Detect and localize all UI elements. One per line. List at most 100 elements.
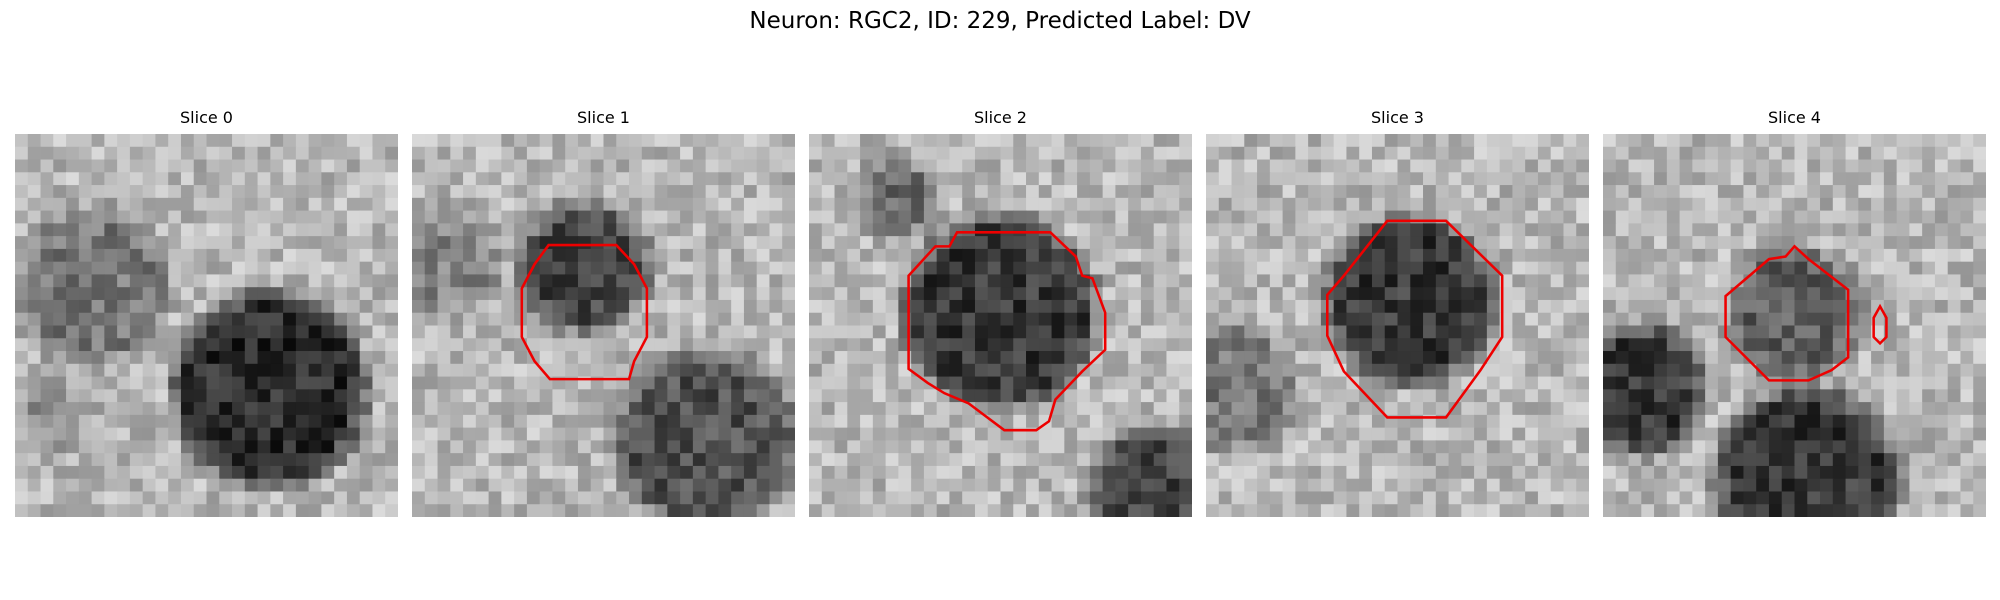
pixel	[1115, 453, 1129, 467]
pixel	[206, 274, 220, 288]
pixel	[1384, 274, 1399, 288]
pixel	[1231, 427, 1245, 442]
pixel	[334, 312, 348, 327]
pixel	[334, 261, 348, 276]
pixel	[1000, 389, 1014, 403]
pixel	[1756, 261, 1770, 276]
pixel	[756, 134, 771, 148]
pixel	[1654, 210, 1668, 225]
pixel	[1231, 504, 1245, 517]
pixel	[53, 402, 67, 416]
pixel	[53, 223, 67, 237]
pixel	[1000, 504, 1014, 517]
pixel	[1679, 402, 1694, 416]
pixel	[1679, 376, 1694, 390]
pixel	[206, 172, 220, 186]
pixel	[987, 299, 1002, 314]
pixel	[1909, 172, 1923, 186]
pixel	[1166, 504, 1180, 517]
pixel	[962, 236, 976, 250]
pixel	[692, 440, 707, 454]
pixel	[1781, 414, 1796, 429]
pixel	[1603, 274, 1617, 288]
pixel	[1295, 440, 1309, 454]
pixel	[155, 236, 169, 250]
pixel	[463, 248, 477, 263]
pixel	[731, 274, 745, 288]
pixel	[552, 440, 566, 454]
pixel	[1423, 287, 1437, 301]
pixel	[1705, 223, 1719, 237]
pixel	[1000, 146, 1014, 161]
pixel	[1153, 351, 1168, 365]
pixel	[346, 427, 361, 442]
pixel	[1257, 274, 1271, 288]
pixel	[385, 185, 398, 199]
pixel	[1563, 236, 1577, 250]
pixel	[641, 210, 656, 225]
pixel	[117, 172, 131, 186]
pixel	[1871, 185, 1885, 199]
pixel	[514, 440, 528, 454]
pixel	[104, 440, 118, 454]
pixel	[1346, 210, 1360, 225]
pixel	[603, 389, 617, 403]
pixel	[437, 210, 451, 225]
pixel	[1435, 325, 1450, 339]
pixel	[104, 363, 118, 378]
pixel	[743, 402, 758, 416]
pixel	[821, 223, 836, 237]
pixel	[1576, 312, 1589, 327]
pixel	[743, 478, 758, 493]
pixel	[1499, 159, 1514, 173]
pixel	[885, 440, 900, 454]
pixel	[1909, 210, 1923, 225]
pixel	[1768, 351, 1783, 365]
pixel	[577, 185, 592, 199]
pixel	[769, 363, 783, 378]
pixel	[1000, 453, 1014, 467]
pixel	[936, 299, 951, 314]
pixel	[590, 197, 605, 212]
pixel	[1896, 172, 1911, 186]
pixel	[501, 363, 515, 378]
pixel	[1896, 453, 1911, 467]
pixel	[847, 402, 861, 416]
pixel	[283, 402, 297, 416]
pixel	[821, 274, 836, 288]
pixel	[616, 427, 630, 442]
pixel	[860, 491, 874, 505]
pixel	[1308, 261, 1322, 276]
pixel	[232, 223, 246, 237]
pixel	[1423, 465, 1437, 480]
pixel	[705, 236, 720, 250]
pixel	[1973, 363, 1986, 378]
pixel	[1883, 465, 1898, 480]
pixel	[1026, 197, 1040, 212]
pixel	[1615, 159, 1630, 173]
pixel	[1140, 159, 1155, 173]
pixel	[219, 414, 233, 429]
pixel	[104, 223, 118, 237]
pixel	[1397, 402, 1411, 416]
pixel	[412, 427, 426, 442]
pixel	[718, 440, 732, 454]
pixel	[270, 465, 284, 480]
pixel	[1550, 504, 1565, 517]
pixel	[424, 134, 439, 148]
pixel	[359, 248, 374, 263]
pixel	[1973, 338, 1986, 352]
pixel	[539, 440, 554, 454]
pixel	[219, 299, 233, 314]
pixel	[1115, 172, 1129, 186]
pixel	[1525, 261, 1539, 276]
pixel	[629, 210, 643, 225]
pixel	[104, 338, 118, 352]
pixel	[898, 159, 912, 173]
pixel	[385, 414, 398, 429]
pixel	[1486, 159, 1501, 173]
pixel	[372, 134, 386, 148]
pixel	[295, 159, 310, 173]
pixel	[1871, 197, 1885, 212]
pixel	[1807, 338, 1821, 352]
